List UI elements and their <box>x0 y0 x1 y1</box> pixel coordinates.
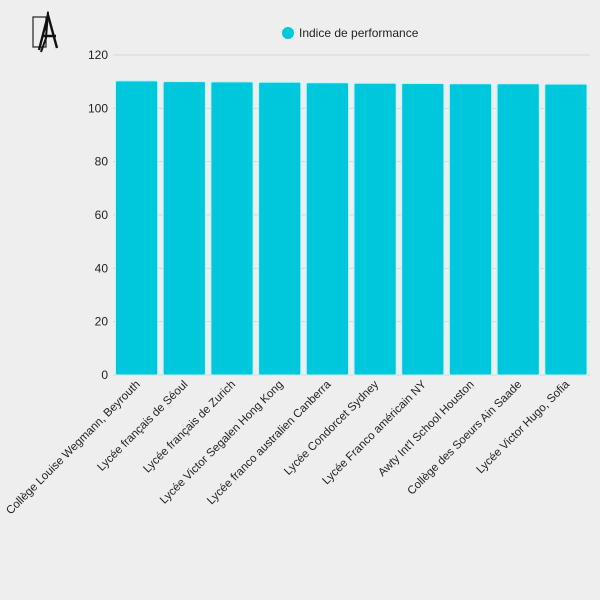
legend-label: Indice de performance <box>299 26 419 40</box>
legend-swatch <box>282 27 294 39</box>
bar <box>258 81 302 376</box>
x-tick-label: Lycée Victor Hugo, Sofia <box>474 378 572 476</box>
bar <box>162 81 206 376</box>
bar <box>448 83 493 376</box>
y-tick-label: 40 <box>95 261 109 275</box>
pen-icon <box>40 11 49 53</box>
bar <box>115 80 159 376</box>
y-tick-label: 0 <box>101 368 108 382</box>
y-tick-label: 60 <box>95 208 109 222</box>
y-tick-label: 80 <box>95 155 109 169</box>
bar <box>353 82 397 376</box>
x-tick-label: Lycée Condorcet Sydney <box>282 378 381 477</box>
bar <box>544 83 588 376</box>
y-tick-label: 120 <box>88 48 108 62</box>
bar <box>401 83 445 376</box>
logo <box>32 10 59 53</box>
bar <box>305 82 349 376</box>
x-tick-label: Lycée français de Zurich <box>141 379 238 476</box>
y-tick-label: 20 <box>95 315 109 329</box>
legend: Indice de performance <box>282 26 419 40</box>
x-tick-label: Awty Int'l School Houston <box>376 379 476 479</box>
bar <box>210 81 254 376</box>
y-tick-label: 100 <box>88 101 108 115</box>
bar <box>496 83 540 376</box>
x-tick-label: Lycée français de Séoul <box>95 379 190 474</box>
